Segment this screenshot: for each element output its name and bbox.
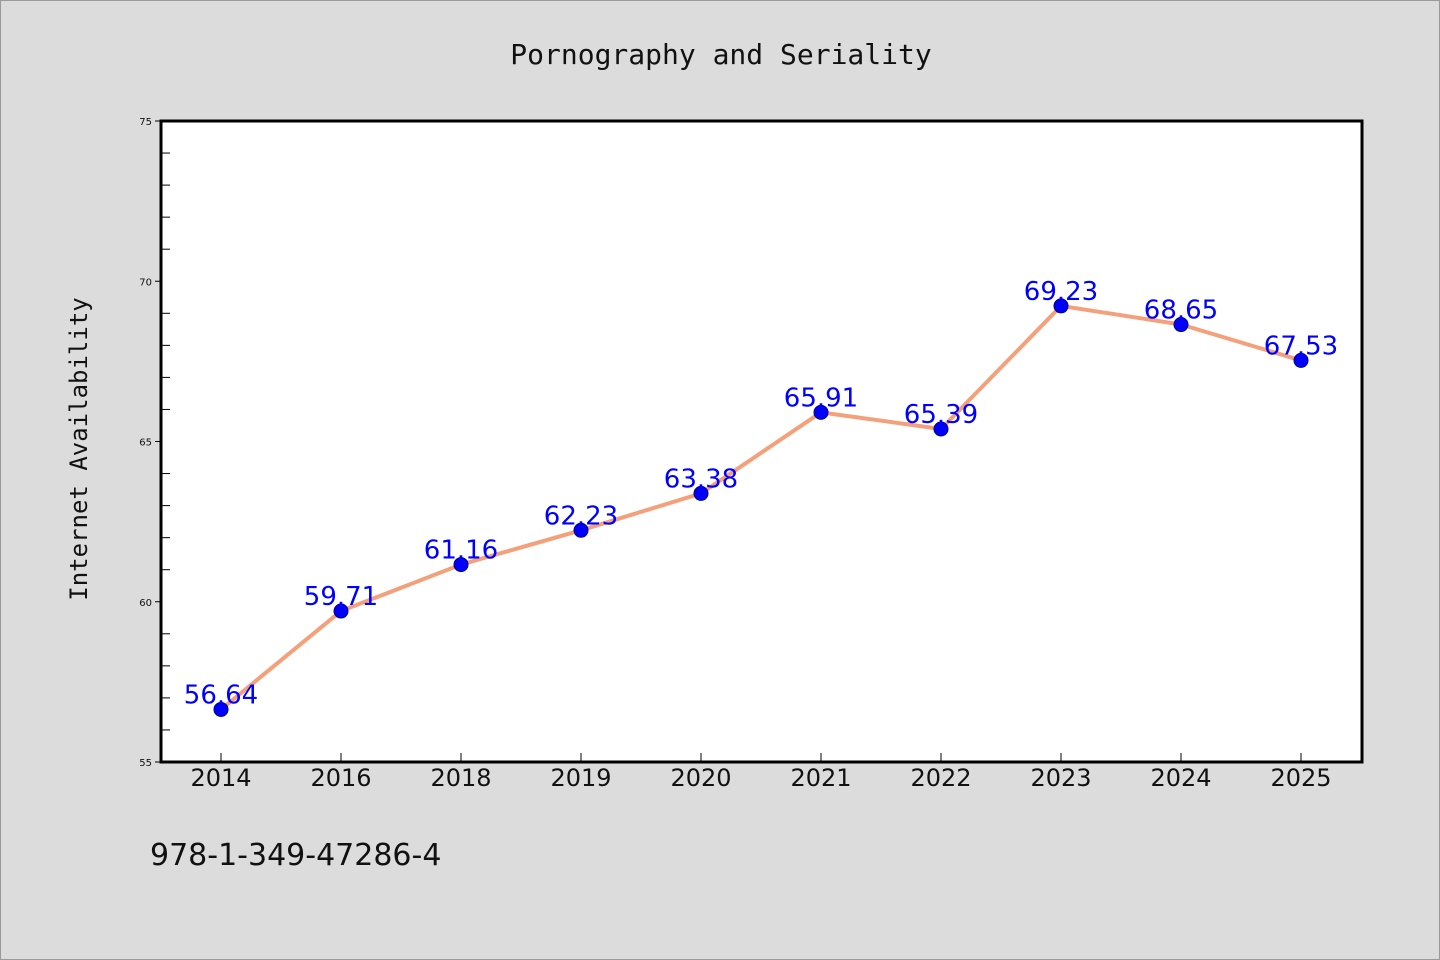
x-tick-label: 2018 bbox=[430, 764, 491, 792]
data-label: 67.53 bbox=[1264, 331, 1338, 361]
data-point-marker bbox=[453, 557, 469, 573]
data-label: 65.39 bbox=[904, 400, 978, 430]
data-label: 56.64 bbox=[184, 680, 258, 710]
y-tick-label: 75 bbox=[139, 117, 152, 128]
data-point-marker bbox=[693, 485, 709, 501]
chart-title: Pornography and Seriality bbox=[510, 38, 931, 71]
isbn-footer-text: 978-1-349-47286-4 bbox=[150, 838, 441, 873]
data-label: 61.16 bbox=[424, 536, 498, 566]
data-point-marker bbox=[813, 404, 829, 420]
x-tick-label: 2022 bbox=[910, 764, 971, 792]
y-tick-label: 70 bbox=[139, 277, 152, 288]
y-tick-label: 55 bbox=[139, 758, 152, 769]
data-point-marker bbox=[933, 421, 949, 437]
x-tick-label: 2016 bbox=[310, 764, 371, 792]
series-line bbox=[219, 303, 1303, 712]
x-tick-label: 2019 bbox=[550, 764, 611, 792]
y-axis: 55 60 65 70 75 bbox=[139, 117, 170, 769]
data-label: 59.71 bbox=[304, 582, 378, 612]
y-tick-label: 60 bbox=[139, 598, 152, 609]
series-layer: 56.64 59.71 61.16 62.23 63.38 65.91 65.39 69.23… bbox=[184, 277, 1338, 717]
data-label: 62.23 bbox=[544, 501, 618, 531]
data-point-marker bbox=[1293, 352, 1309, 368]
x-tick-label: 2025 bbox=[1270, 764, 1331, 792]
data-label: 65.91 bbox=[784, 383, 858, 413]
y-axis-label: Internet Availability bbox=[65, 297, 93, 600]
x-tick-label: 2021 bbox=[790, 764, 851, 792]
x-tick-label: 2024 bbox=[1150, 764, 1211, 792]
data-point-marker bbox=[213, 701, 229, 717]
data-point-marker bbox=[1053, 298, 1069, 314]
x-tick-label: 2023 bbox=[1030, 764, 1091, 792]
y-tick-label: 65 bbox=[139, 438, 152, 449]
data-label: 63.38 bbox=[664, 464, 738, 494]
data-point-marker bbox=[1173, 317, 1189, 333]
x-tick-label: 2014 bbox=[190, 764, 251, 792]
plot-area bbox=[159, 119, 1364, 764]
data-point-marker bbox=[573, 522, 589, 538]
x-tick-label: 2020 bbox=[670, 764, 731, 792]
data-label: 68.65 bbox=[1144, 296, 1218, 326]
x-axis: 2014 2016 2018 2019 2020 2021 2022 2023 2024 2025 bbox=[190, 753, 1332, 792]
data-label: 69.23 bbox=[1024, 277, 1098, 307]
data-point-marker bbox=[333, 603, 349, 619]
